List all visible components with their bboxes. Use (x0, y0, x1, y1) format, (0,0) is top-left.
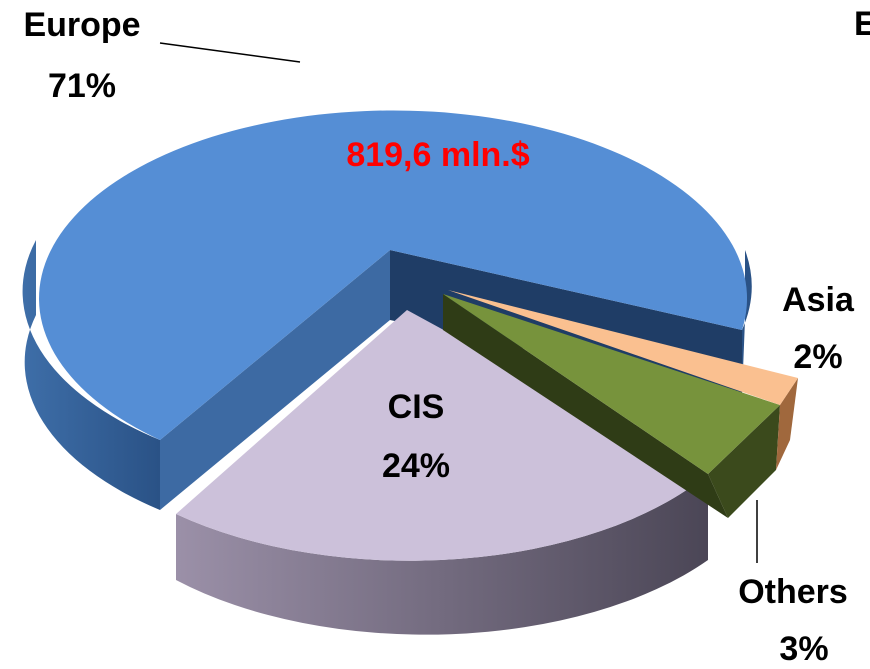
europe-leader-line (159, 42, 301, 63)
slice-asia (448, 290, 798, 470)
slice-others (443, 294, 780, 518)
label-europe-name: Europe (23, 6, 140, 44)
label-asia-percent: 2% (793, 338, 842, 376)
label-others-percent: 3% (779, 630, 828, 668)
slice-europe-inner-wall (160, 250, 390, 510)
slice-asia-side (776, 378, 798, 470)
slice-europe-right-side (742, 250, 752, 395)
slice-cis-top (176, 310, 708, 561)
label-cis-percent: 24% (382, 447, 450, 485)
annotation-value: 819,6 mln.$ (346, 136, 529, 174)
label-europe-percent: 71% (48, 67, 116, 105)
chart-title: E (854, 5, 870, 43)
slice-others-inner (443, 294, 728, 518)
label-others-name: Others (738, 573, 848, 611)
label-asia-name: Asia (782, 281, 855, 319)
slice-cis (176, 310, 708, 635)
slice-europe-top (39, 110, 748, 441)
slice-europe-side (22, 240, 161, 510)
slice-cis-side (176, 474, 708, 635)
slice-others-side (708, 405, 780, 518)
label-cis-name: CIS (388, 388, 445, 426)
slice-asia-top (448, 290, 798, 405)
slice-others-top (443, 294, 780, 474)
